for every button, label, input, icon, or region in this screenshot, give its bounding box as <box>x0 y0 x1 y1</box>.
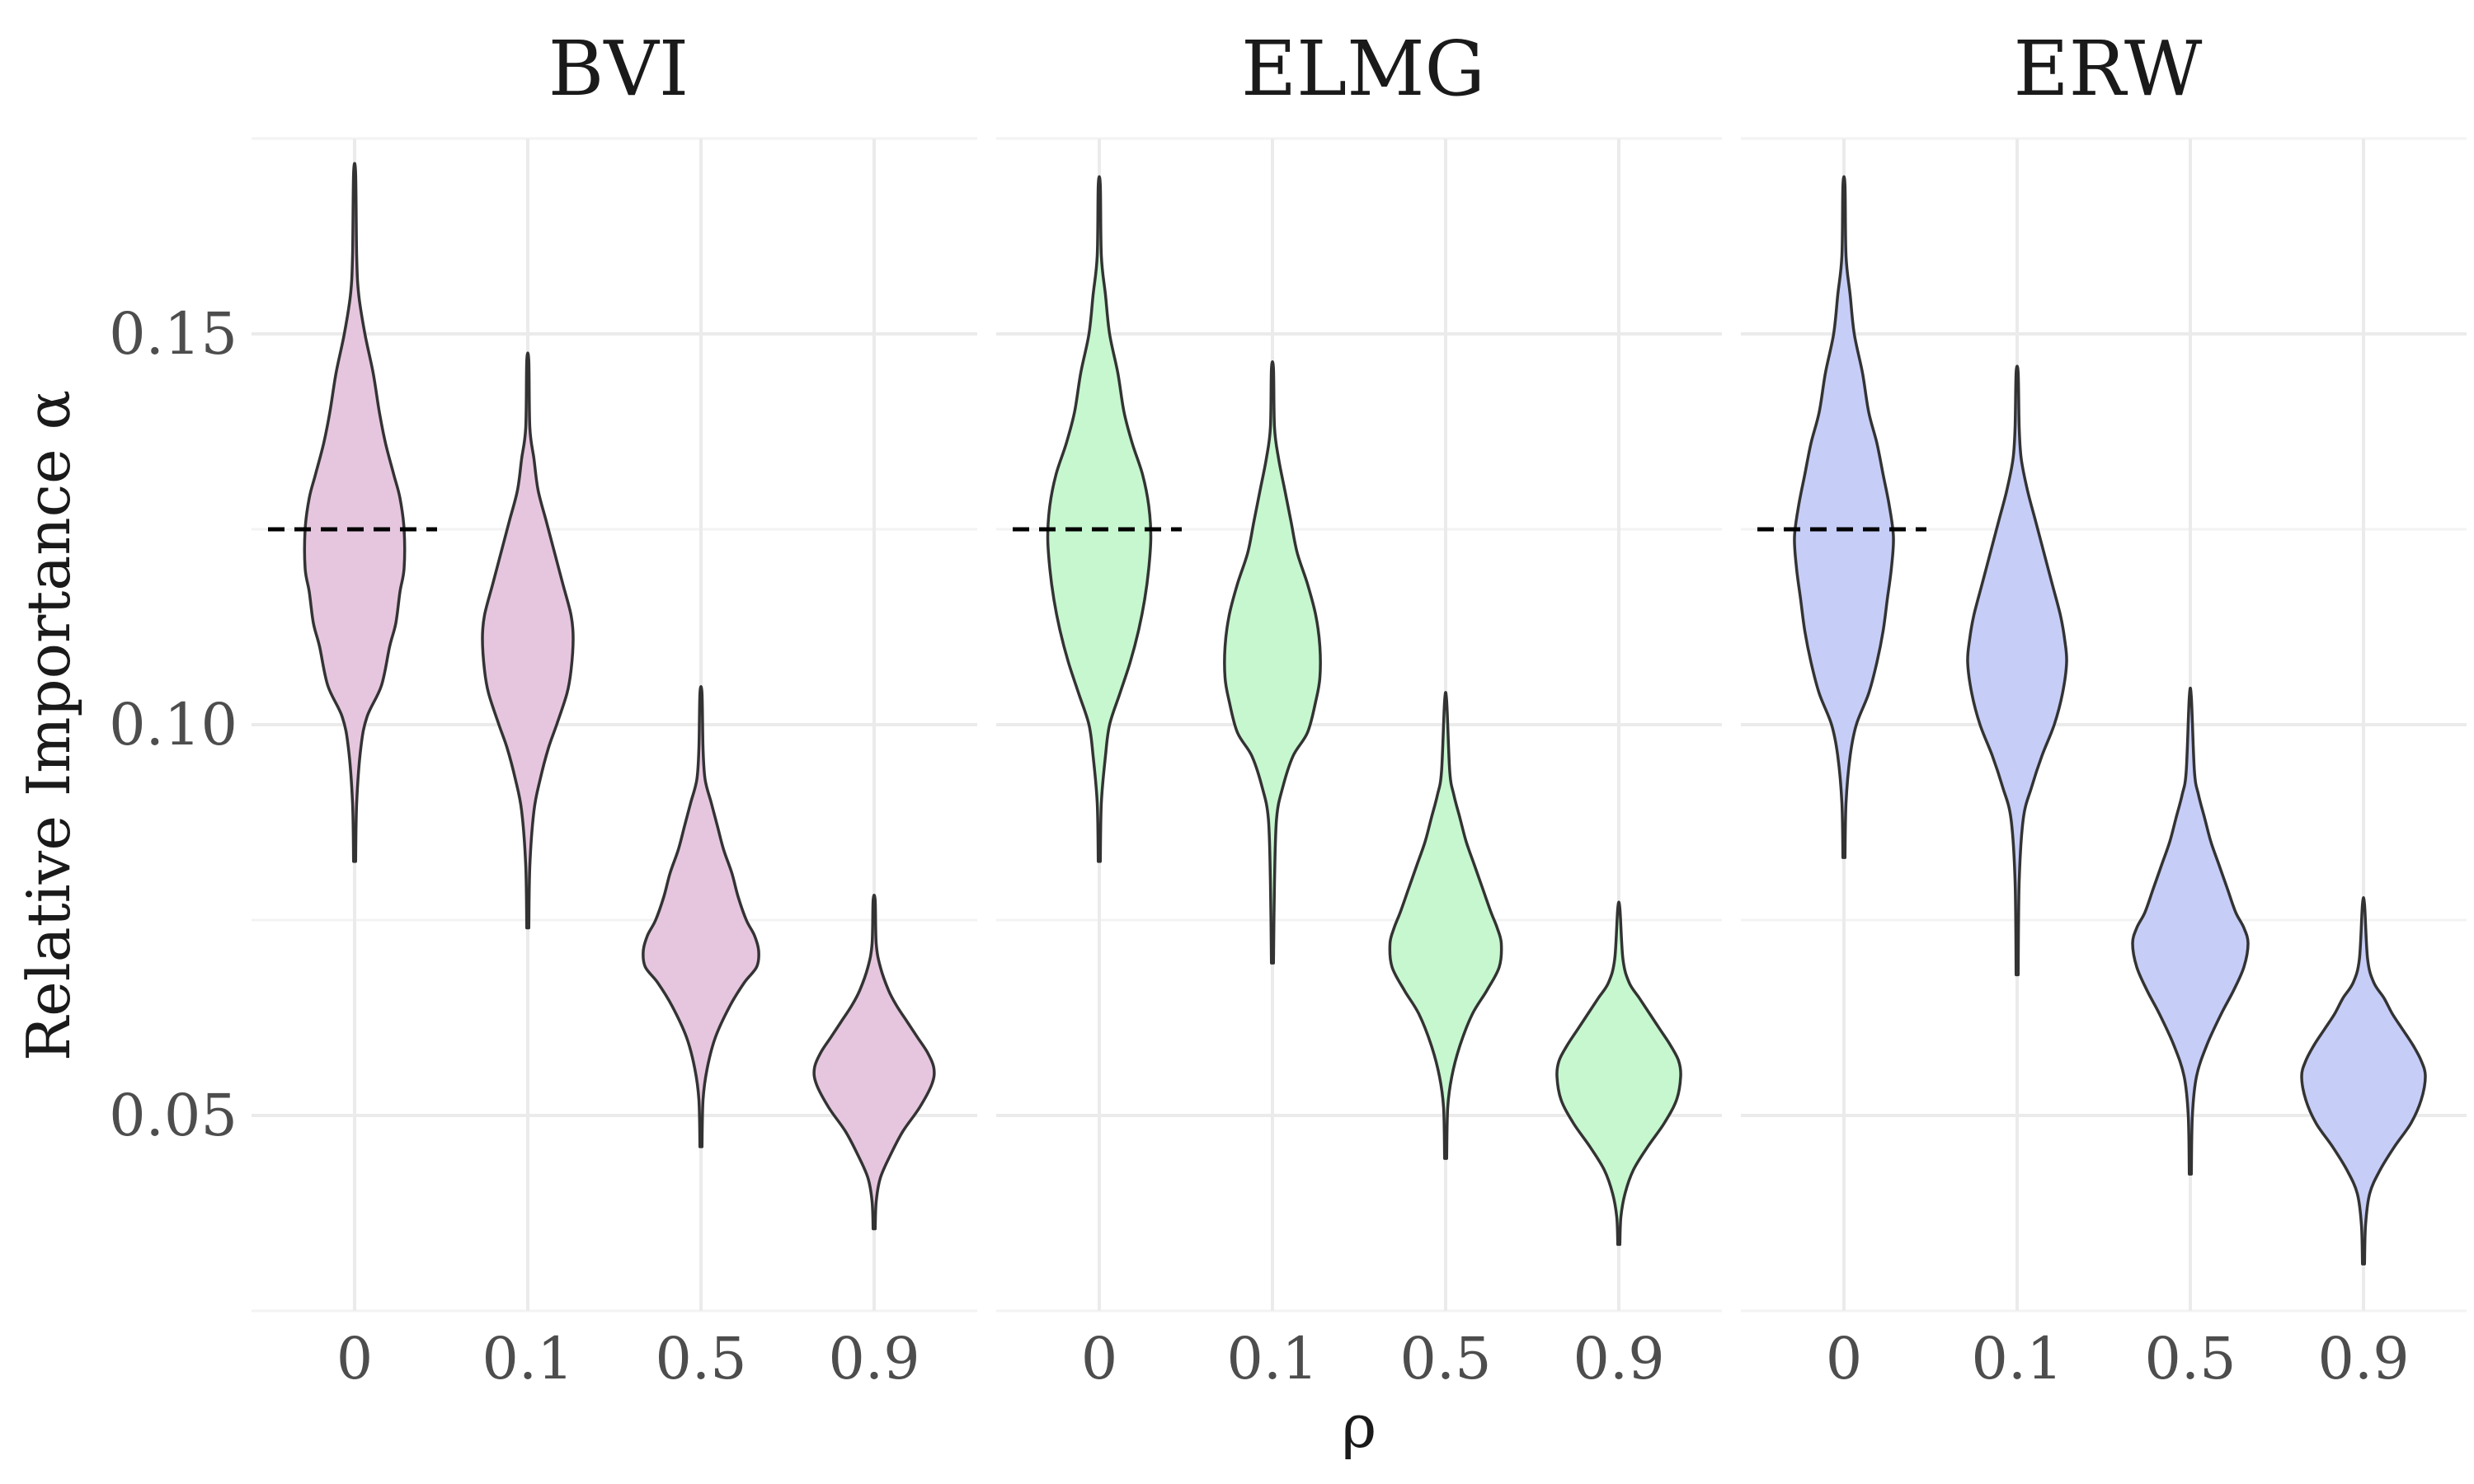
violin-erw-rho-0.1 <box>1966 364 2068 977</box>
panel-title: ELMG <box>1241 25 1485 113</box>
x-tick-label: 0.9 <box>828 1325 920 1392</box>
y-axis-title: Relative Importance α <box>14 390 83 1061</box>
x-tick-label: 0 <box>1826 1325 1863 1392</box>
violin-elmg-rho-0.9 <box>1555 900 1682 1247</box>
violin-elmg-rho-0 <box>1046 175 1153 863</box>
violin-erw-rho-0 <box>1793 175 1895 859</box>
x-tick-label: 0.5 <box>1399 1325 1491 1392</box>
y-tick-label: 0.05 <box>109 1082 238 1149</box>
violin-bvi-rho-0.9 <box>812 894 936 1231</box>
y-tick-label: 0.10 <box>109 691 238 758</box>
y-tick-label: 0.15 <box>109 300 238 368</box>
x-tick-label: 0 <box>1081 1325 1118 1392</box>
violin-elmg-rho-0.1 <box>1223 360 1322 965</box>
violin-erw-rho-0.9 <box>2300 895 2427 1266</box>
violin-bvi-rho-0 <box>303 162 407 863</box>
x-tick-label: 0.1 <box>482 1325 573 1392</box>
violin-elmg-rho-0.5 <box>1388 691 1503 1160</box>
x-tick-label: 0.1 <box>1971 1325 2062 1392</box>
x-tick-label: 0.1 <box>1226 1325 1318 1392</box>
x-tick-label: 0.9 <box>1573 1325 1664 1392</box>
x-axis-title: ρ <box>1342 1392 1376 1461</box>
x-tick-label: 0.9 <box>2317 1325 2409 1392</box>
violin-erw-rho-0.5 <box>2131 686 2250 1176</box>
x-tick-label: 0.5 <box>655 1325 746 1392</box>
violin-bvi-rho-0.5 <box>642 685 760 1148</box>
violin-bvi-rho-0.1 <box>481 351 575 930</box>
x-tick-label: 0 <box>336 1325 374 1392</box>
panel-title: ERW <box>2014 25 2203 113</box>
x-tick-label: 0.5 <box>2144 1325 2236 1392</box>
panel-title: BVI <box>548 25 689 113</box>
